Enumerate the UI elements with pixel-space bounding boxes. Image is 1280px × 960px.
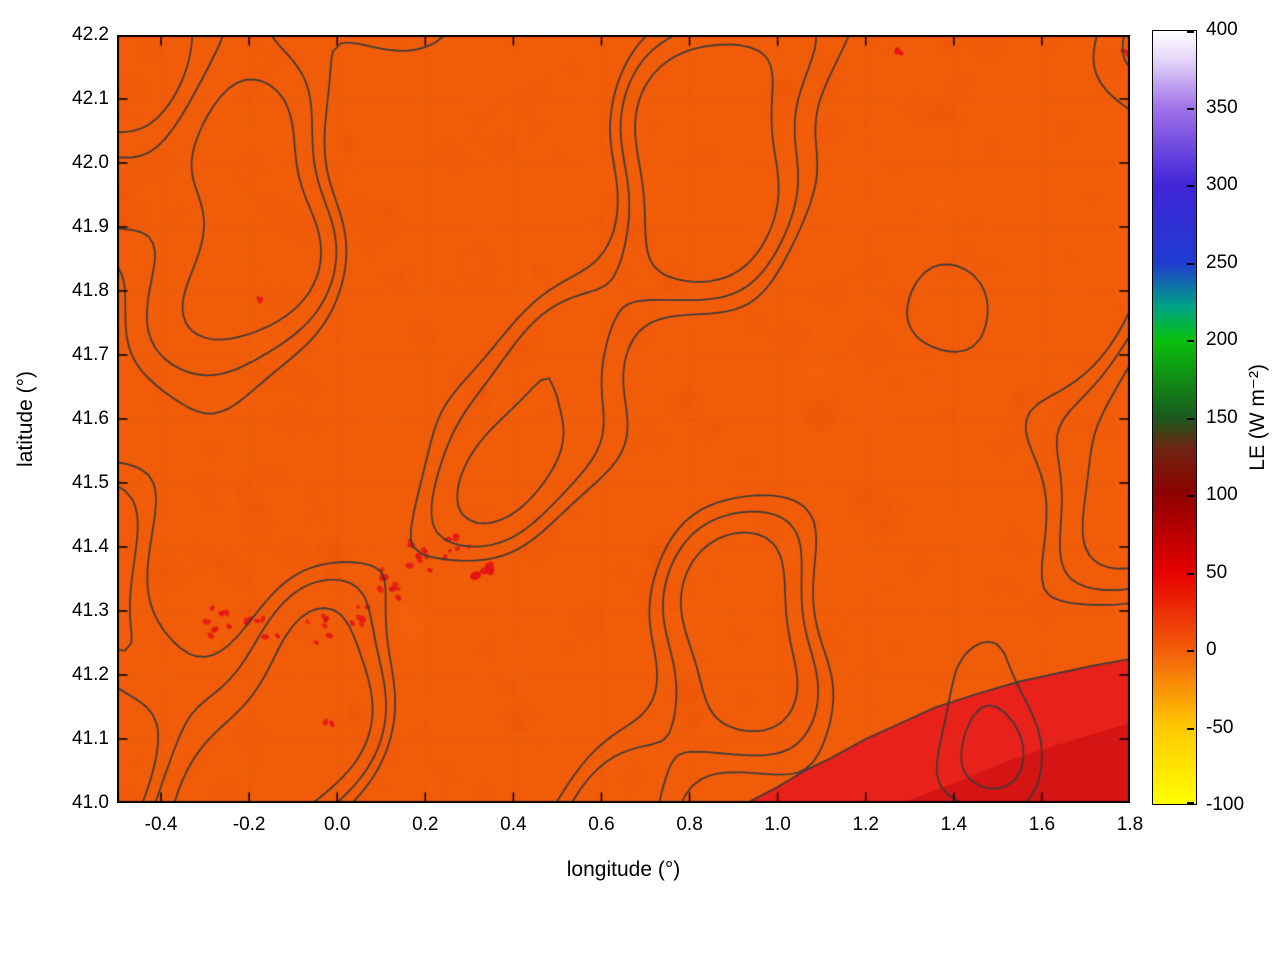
colorbar-tick-label: 150 bbox=[1206, 406, 1238, 428]
y-tick-label: 41.8 bbox=[72, 280, 109, 301]
y-tick-label: 41.2 bbox=[72, 664, 109, 685]
x-axis-label: longitude (°) bbox=[566, 858, 681, 881]
y-tick-label: 41.0 bbox=[72, 792, 109, 813]
colorbar-tick-mark bbox=[1187, 802, 1194, 804]
x-tick-label: 1.0 bbox=[764, 814, 791, 835]
y-tick-label: 42.1 bbox=[72, 88, 109, 109]
y-tick-label: 41.4 bbox=[72, 536, 109, 557]
y-tick-label: 41.9 bbox=[72, 216, 109, 237]
y-tick-label: 41.6 bbox=[72, 408, 109, 429]
heatmap-plot bbox=[117, 35, 1130, 803]
y-tick-label: 42.0 bbox=[72, 152, 109, 173]
colorbar-tick-label: 350 bbox=[1206, 96, 1238, 118]
colorbar-tick-mark bbox=[1187, 650, 1194, 652]
y-axis-label-wrap: latitude (°) bbox=[8, 35, 44, 803]
colorbar-tick-label: 50 bbox=[1206, 561, 1228, 583]
colorbar-tick-label: 250 bbox=[1206, 251, 1238, 273]
x-tick-label: 0.0 bbox=[323, 814, 351, 835]
colorbar-tick-mark bbox=[1187, 572, 1194, 575]
x-tick-label: -0.2 bbox=[232, 814, 266, 835]
y-tick-label: 42.2 bbox=[72, 24, 109, 45]
colorbar-label-wrap: LE (W m⁻²) bbox=[1240, 30, 1276, 805]
colorbar-tick-label: -100 bbox=[1206, 794, 1245, 815]
colorbar-tick-mark bbox=[1187, 417, 1194, 420]
x-tick-label: 0.2 bbox=[412, 814, 439, 835]
colorbar-tick-mark bbox=[1187, 340, 1194, 342]
x-tick-label: -0.4 bbox=[144, 814, 178, 835]
colorbar-tick-label: 100 bbox=[1206, 484, 1238, 505]
colorbar-tick-label: 200 bbox=[1206, 329, 1238, 350]
colorbar-tick-mark bbox=[1187, 185, 1194, 187]
colorbar-tick-mark bbox=[1187, 495, 1194, 497]
x-tick-label: 1.8 bbox=[1116, 814, 1144, 835]
colorbar-tick-label: 300 bbox=[1206, 174, 1238, 195]
x-tick-label: 0.6 bbox=[588, 814, 615, 835]
y-axis-label: latitude (°) bbox=[14, 371, 37, 467]
colorbar-tick-label: 400 bbox=[1206, 19, 1238, 40]
colorbar-tick-mark bbox=[1187, 107, 1194, 110]
y-tick-label: 41.1 bbox=[72, 728, 109, 749]
y-tick-label: 41.3 bbox=[72, 600, 109, 621]
colorbar-gradient bbox=[1152, 30, 1197, 805]
colorbar-tick-label: -50 bbox=[1206, 716, 1234, 738]
colorbar-tick-label: 0 bbox=[1206, 639, 1217, 660]
y-tick-label: 41.5 bbox=[72, 472, 109, 493]
x-tick-label: 1.4 bbox=[940, 814, 968, 835]
colorbar-tick-mark bbox=[1187, 727, 1194, 730]
colorbar-tick-mark bbox=[1187, 262, 1194, 265]
x-tick-label: 1.2 bbox=[852, 814, 879, 835]
colorbar-tick-mark bbox=[1187, 31, 1194, 33]
y-tick-label: 41.7 bbox=[72, 344, 109, 365]
colorbar-label: LE (W m⁻²) bbox=[1246, 364, 1269, 471]
x-tick-label: 1.6 bbox=[1028, 814, 1056, 835]
x-tick-label: 0.4 bbox=[500, 814, 527, 835]
x-tick-label: 0.8 bbox=[676, 814, 703, 835]
